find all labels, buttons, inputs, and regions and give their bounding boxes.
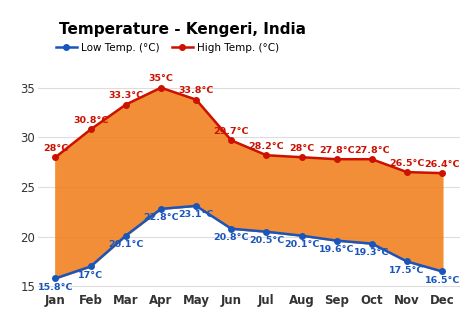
Text: 26.5°C: 26.5°C bbox=[389, 159, 425, 167]
Text: 27.8°C: 27.8°C bbox=[354, 146, 390, 155]
Text: 35°C: 35°C bbox=[148, 74, 173, 83]
Text: 27.8°C: 27.8°C bbox=[319, 146, 355, 155]
Text: 20.1°C: 20.1°C bbox=[284, 240, 319, 249]
Text: Temperature - Kengeri, India: Temperature - Kengeri, India bbox=[59, 22, 306, 37]
Text: 17.5°C: 17.5°C bbox=[389, 266, 425, 275]
Text: 26.4°C: 26.4°C bbox=[424, 160, 460, 169]
Legend: Low Temp. (°C), High Temp. (°C): Low Temp. (°C), High Temp. (°C) bbox=[52, 39, 283, 57]
Text: 23.1°C: 23.1°C bbox=[178, 210, 214, 219]
Text: 20.8°C: 20.8°C bbox=[213, 233, 249, 242]
Text: 19.6°C: 19.6°C bbox=[319, 245, 355, 254]
Text: 28°C: 28°C bbox=[43, 144, 68, 153]
Text: 20.5°C: 20.5°C bbox=[249, 236, 284, 245]
Text: 19.3°C: 19.3°C bbox=[354, 248, 390, 257]
Text: 29.7°C: 29.7°C bbox=[213, 127, 249, 136]
Text: 15.8°C: 15.8°C bbox=[38, 283, 73, 292]
Text: 17°C: 17°C bbox=[78, 271, 103, 280]
Text: 28°C: 28°C bbox=[289, 144, 314, 153]
Text: 30.8°C: 30.8°C bbox=[73, 116, 109, 125]
Text: 22.8°C: 22.8°C bbox=[143, 213, 179, 222]
Text: 28.2°C: 28.2°C bbox=[249, 142, 284, 151]
Text: 33.3°C: 33.3°C bbox=[108, 91, 143, 100]
Text: 16.5°C: 16.5°C bbox=[425, 276, 460, 285]
Text: 33.8°C: 33.8°C bbox=[178, 86, 214, 95]
Text: 20.1°C: 20.1°C bbox=[108, 240, 144, 249]
